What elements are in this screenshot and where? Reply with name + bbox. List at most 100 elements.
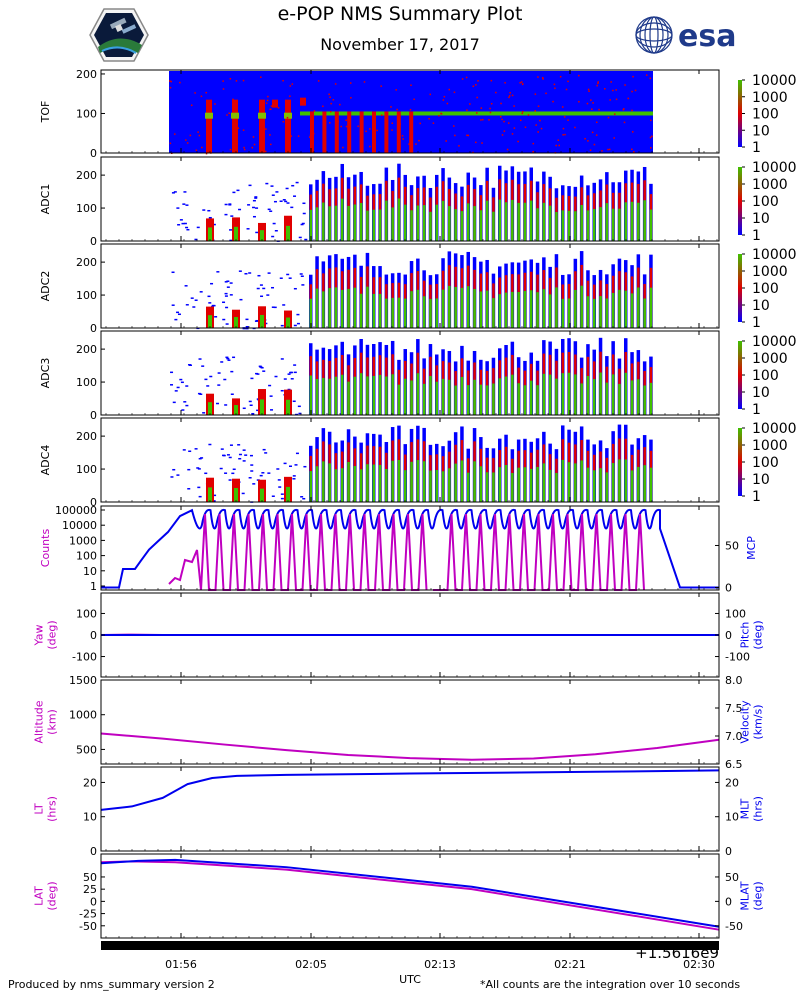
colorbar-tick-label: 100 [752, 368, 779, 384]
adc-scatter [242, 407, 246, 410]
adc-scatter [226, 357, 230, 360]
tof-noise [634, 89, 637, 92]
adc-scatter [248, 400, 252, 403]
adc-scatter [248, 184, 252, 187]
adc-bar-core [630, 201, 634, 241]
adc-scatter [184, 285, 188, 287]
adc-scatter [197, 468, 201, 470]
adc-bar-core [599, 207, 602, 241]
y-tick-label: 0 [90, 235, 97, 248]
adc-bar-core [574, 463, 577, 502]
tof-noise [442, 99, 445, 101]
adc-scatter [232, 468, 236, 471]
colorbar-tick-label: 10000 [752, 73, 797, 89]
adc-bar-core [341, 374, 344, 415]
tof-spike [232, 109, 238, 153]
tof-noise [475, 141, 477, 144]
adc-bar-core [441, 289, 445, 328]
adc-bar-core [397, 198, 401, 241]
tof-noise [587, 88, 590, 91]
tof-noise [593, 143, 596, 146]
axis-label: LAT [33, 886, 46, 906]
adc-bar-core [422, 383, 426, 415]
tof-noise [329, 122, 331, 124]
tof-noise [198, 134, 201, 137]
adc-scatter [228, 204, 232, 206]
colorbar-tick-label: 100 [752, 455, 779, 471]
adc-bar-core [542, 202, 546, 241]
adc-scatter [231, 472, 235, 475]
adc-scatter [302, 497, 306, 500]
adc-bar-core [548, 294, 552, 328]
adc-bar-core [479, 291, 483, 328]
adc-scatter [224, 404, 228, 406]
tof-noise [508, 96, 510, 99]
adc-bar-core [460, 376, 464, 415]
adc-bar-core [536, 385, 539, 415]
axis-label: LT [33, 803, 46, 815]
adc-scatter [245, 318, 249, 321]
tof-noise [563, 116, 566, 118]
adc-scatter [220, 361, 224, 363]
adc-bar-core [448, 468, 451, 502]
adc-bar-core [416, 289, 420, 328]
adc-scatter [254, 196, 258, 198]
adc-bar-core [599, 372, 602, 415]
adc-bar-core [378, 374, 382, 415]
adc-scatter [216, 271, 220, 273]
tof-noise [596, 84, 598, 87]
adc-scatter [300, 496, 304, 498]
adc-bar-core [416, 205, 420, 241]
adc-scatter [271, 495, 275, 497]
adc-scatter [293, 287, 297, 290]
adc-scatter [217, 372, 221, 374]
x-tick-label: 02:30 [683, 958, 715, 971]
plot-date: November 17, 2017 [320, 35, 480, 54]
adc-bar-core [479, 210, 483, 241]
tof-noise [376, 129, 378, 132]
adc-scatter [274, 375, 278, 378]
tof-noise [206, 132, 208, 134]
adc-bar-core [385, 298, 388, 328]
tof-noise [489, 107, 491, 110]
adc-bar-core [410, 210, 413, 241]
colorbar-tick-label: 1 [752, 315, 761, 331]
tof-noise [532, 142, 535, 145]
adc-bar-core [511, 374, 514, 415]
adc-bar-core [618, 289, 621, 328]
tof-noise [270, 105, 273, 107]
adc-scatter [187, 488, 191, 490]
adc-scatter [170, 384, 174, 386]
tof-noise [610, 81, 612, 83]
adc-scatter [170, 371, 174, 374]
adc-bar-core [567, 298, 571, 328]
adc-bar-core [580, 383, 583, 415]
adc-bar-core [611, 208, 615, 241]
adc-scatter [293, 371, 297, 374]
adc-bar-core [542, 373, 546, 415]
adc-bar-core [473, 461, 476, 502]
adc-bar-core [460, 287, 464, 328]
adc-bar-core [630, 380, 634, 415]
tof-noise [328, 93, 330, 96]
y-tick-label: 100 [76, 463, 97, 476]
tof-noise [578, 100, 580, 103]
adc-bar-core [416, 373, 420, 415]
tof-noise [552, 100, 554, 103]
y-tick-label: 200 [76, 68, 97, 81]
y-tick-label-right: 100 [725, 607, 746, 620]
adc-scatter [255, 231, 259, 234]
adc-scatter [274, 230, 278, 232]
adc-bar-core [208, 487, 212, 502]
tof-noise [232, 98, 234, 101]
adc-bar-core [341, 289, 344, 328]
y-tick-label: 100 [76, 107, 97, 120]
adc-scatter [280, 358, 284, 360]
tof-noise [205, 152, 208, 155]
adc-scatter [241, 492, 245, 495]
adc-bar-core [574, 374, 577, 415]
adc-bar-core [397, 297, 401, 328]
adc-scatter [242, 449, 246, 451]
adc-bar-core [347, 381, 350, 415]
tof-noise [615, 89, 617, 91]
